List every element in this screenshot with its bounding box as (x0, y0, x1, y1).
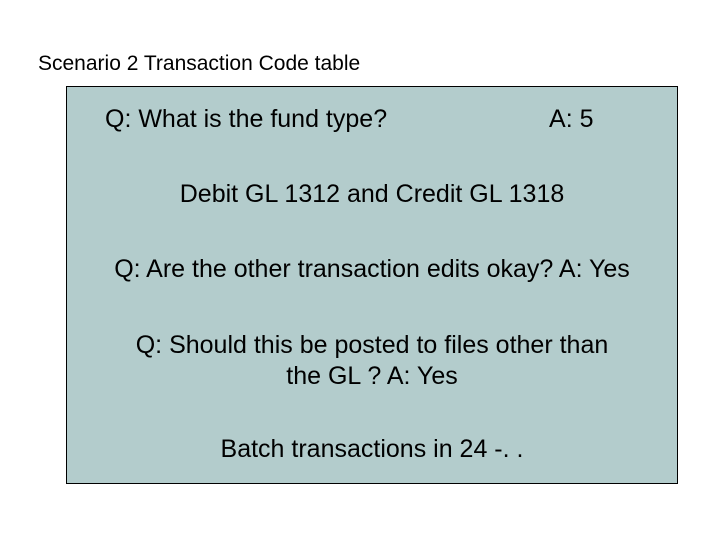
batch-line: Batch transactions in 24 -. . (221, 435, 524, 464)
qa-line-3a: Q: Should this be posted to files other … (67, 330, 677, 361)
slide-title: Scenario 2 Transaction Code table (38, 52, 360, 76)
qa-line-3: Q: Should this be posted to files other … (67, 330, 677, 393)
answer-1: A: 5 (549, 105, 593, 134)
gl-entry-line: Debit GL 1312 and Credit GL 1318 (180, 180, 565, 209)
content-box: Q: What is the fund type? A: 5 Debit GL … (66, 86, 678, 484)
question-1: Q: What is the fund type? (105, 105, 387, 134)
qa-line-3b: the GL ? A: Yes (67, 361, 677, 392)
qa-line-1: Q: What is the fund type? A: 5 (67, 105, 594, 134)
qa-line-2: Q: Are the other transaction edits okay?… (114, 255, 630, 284)
